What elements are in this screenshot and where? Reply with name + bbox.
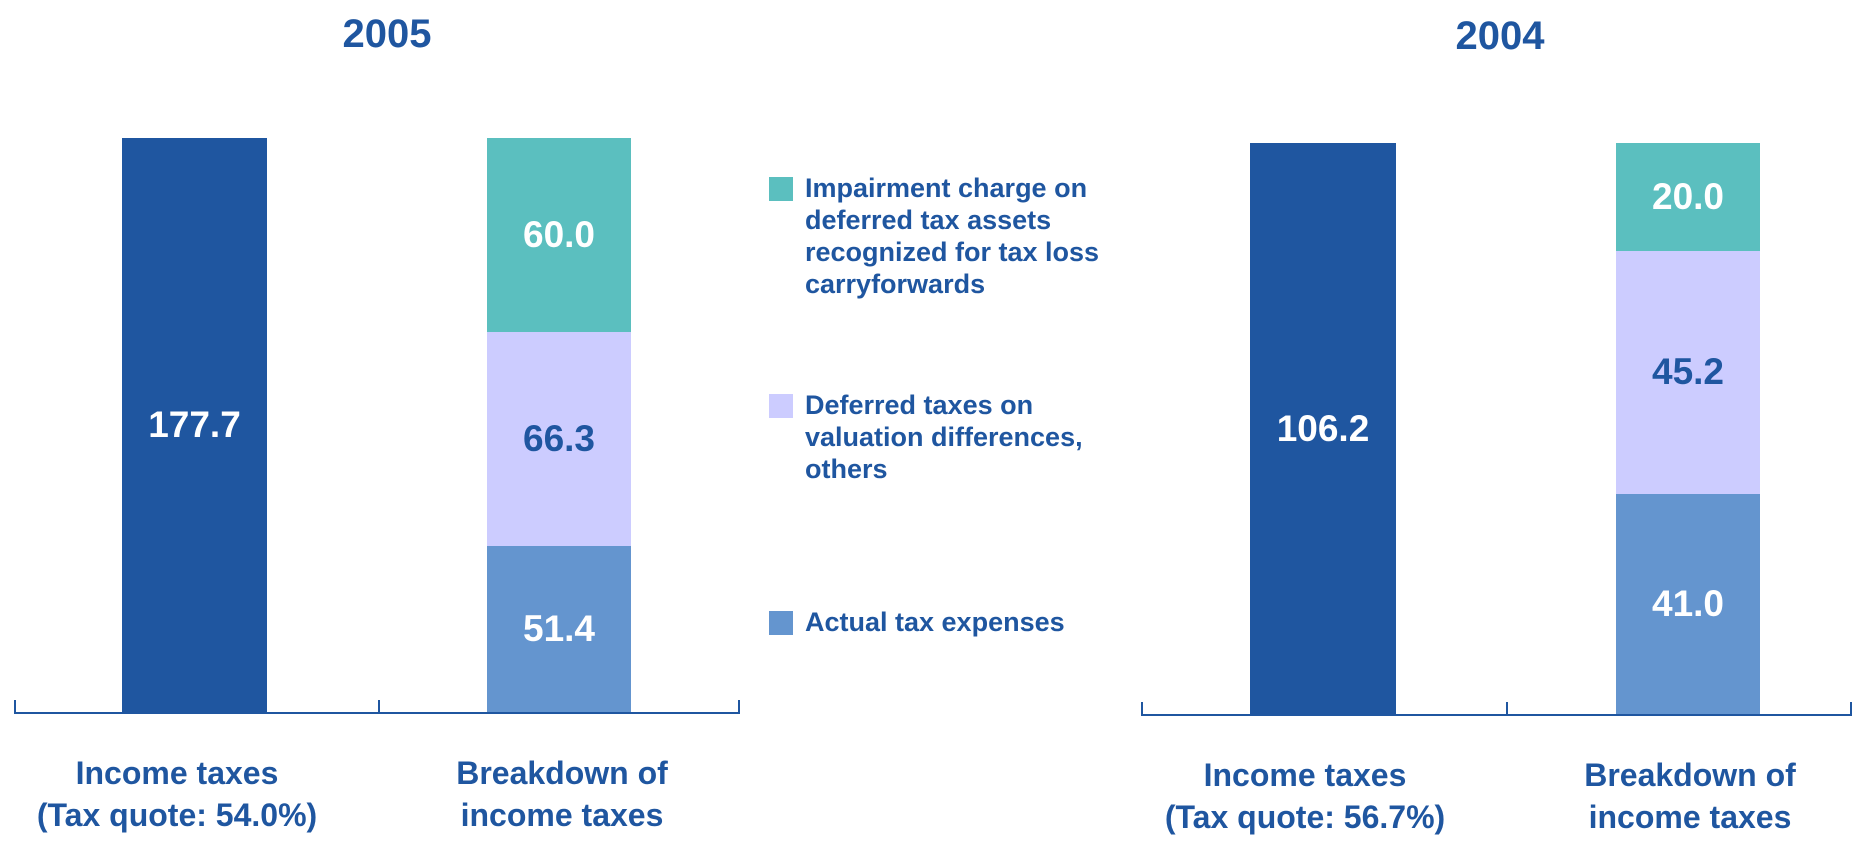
legend-label: Deferred taxes on valuation differences,… (805, 390, 1083, 484)
axis-tick (1506, 702, 1508, 716)
data-label: 41.0 (1651, 582, 1725, 624)
data-label: 106.2 (1276, 407, 1370, 449)
bar-segment (1616, 143, 1760, 251)
axis-tick (378, 700, 380, 714)
axis-tick (738, 700, 740, 714)
x-tick-label: Breakdown of income taxes (456, 755, 668, 833)
legend-label: Impairment charge on deferred tax assets… (805, 173, 1100, 299)
chart-title: 2004 (1455, 14, 1545, 58)
x-tick-label: Income taxes (Tax quote: 56.7%) (1164, 757, 1446, 835)
data-label: 20.0 (1651, 175, 1725, 217)
x-axis (1141, 714, 1852, 716)
x-tick-label: Income taxes (Tax quote: 54.0%) (36, 755, 318, 833)
bar-segment (487, 331, 631, 546)
data-label: 51.4 (522, 607, 596, 649)
legend-swatch (769, 611, 793, 635)
axis-tick (1141, 702, 1143, 716)
data-label: 177.7 (148, 404, 241, 445)
data-label: 66.3 (522, 417, 596, 459)
data-label: 60.0 (522, 213, 596, 255)
axis-tick (1850, 702, 1852, 716)
bar-segment (487, 138, 631, 332)
bar-segment (487, 545, 631, 712)
axis-tick (14, 700, 16, 714)
x-axis (14, 712, 740, 714)
x-tick-label: Breakdown of income taxes (1584, 757, 1796, 835)
bar-segment (122, 138, 267, 712)
data-label: 45.2 (1651, 351, 1725, 393)
bar-segment (1616, 250, 1760, 494)
legend-label: Actual tax expenses (805, 607, 1065, 637)
bar-segment (1616, 493, 1760, 714)
chart-title: 2005 (342, 12, 432, 56)
legend-swatch (769, 177, 793, 201)
legend-swatch (769, 394, 793, 418)
bar-segment (1250, 143, 1396, 714)
